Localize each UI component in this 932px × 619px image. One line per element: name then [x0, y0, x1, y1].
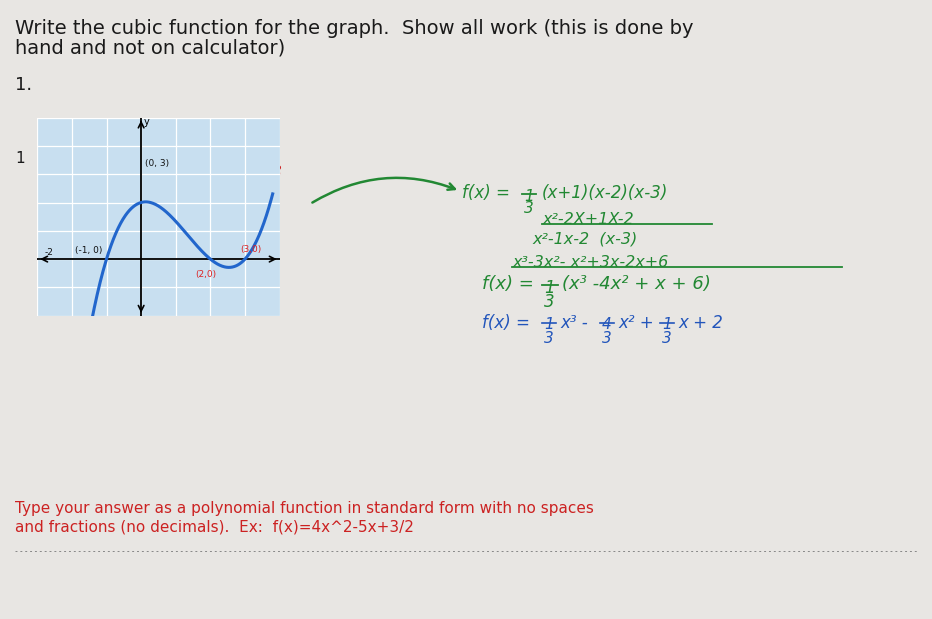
Text: 3: 3	[662, 331, 672, 346]
Text: ·: ·	[105, 241, 111, 259]
Text: x=2: x=2	[185, 164, 222, 182]
Text: 1: 1	[662, 317, 672, 332]
Text: and fractions (no decimals).  Ex:  f(x)=4x^2-5x+3/2: and fractions (no decimals). Ex: f(x)=4x…	[15, 519, 414, 534]
Text: (2,0): (2,0)	[195, 271, 216, 280]
Text: 6: 6	[82, 254, 93, 272]
Text: x³ -: x³ -	[560, 314, 588, 332]
Text: x²-1x-2  (x-3): x²-1x-2 (x-3)	[532, 231, 637, 246]
Text: (0, 3): (0, 3)	[144, 158, 169, 168]
Text: y: y	[144, 117, 150, 127]
Text: 1: 1	[82, 284, 93, 302]
Text: = a: = a	[105, 286, 137, 304]
Text: 6: 6	[124, 254, 135, 272]
Text: (x³ -4x² + x + 6): (x³ -4x² + x + 6)	[562, 275, 711, 293]
Text: -2: -2	[44, 248, 53, 257]
Text: 1.: 1.	[15, 76, 32, 94]
Text: (x+1)(x-2)(x-3): (x+1)(x-2)(x-3)	[542, 184, 668, 202]
Text: 6a: 6a	[120, 241, 143, 259]
Text: 3: 3	[82, 241, 93, 259]
Text: hand and not on calculator): hand and not on calculator)	[15, 39, 285, 58]
Text: 1: 1	[544, 317, 554, 332]
Text: x=-1: x=-1	[60, 164, 103, 182]
Text: 3: 3	[602, 331, 611, 346]
Text: (x+1)(x-2)(x-3): (x+1)(x-2)(x-3)	[80, 191, 216, 209]
Text: 1: 1	[15, 151, 24, 166]
Text: x² +: x² +	[618, 314, 653, 332]
Text: 3: 3	[544, 331, 554, 346]
Text: a   (1)    (-2)    (-3): a (1) (-2) (-3)	[80, 216, 244, 234]
Text: (-1, 0): (-1, 0)	[75, 246, 103, 256]
Text: 1: 1	[544, 279, 555, 297]
Text: (3,0): (3,0)	[240, 245, 261, 254]
Text: 3: 3	[82, 297, 93, 315]
Text: f(x) =: f(x) =	[462, 184, 510, 202]
Text: 1: 1	[524, 189, 534, 204]
Text: Type your answer as a polynomial function in standard form with no spaces: Type your answer as a polynomial functio…	[15, 501, 594, 516]
Text: f(x) =: f(x) =	[482, 314, 530, 332]
Text: x²-2X+1X-2: x²-2X+1X-2	[542, 212, 634, 227]
Text: x³-3x²- x²+3x-2x+6: x³-3x²- x²+3x-2x+6	[512, 255, 668, 270]
Text: 3: 3	[544, 293, 555, 311]
FancyArrowPatch shape	[312, 178, 455, 202]
Text: Write the cubic function for the graph.  Show all work (this is done by: Write the cubic function for the graph. …	[15, 19, 693, 38]
Text: x + 2: x + 2	[678, 314, 723, 332]
Text: 3: 3	[524, 201, 534, 216]
Text: 4: 4	[602, 317, 611, 332]
Text: x=3: x=3	[245, 164, 282, 182]
Text: f(x) =: f(x) =	[482, 275, 534, 293]
Text: y=3: y=3	[130, 164, 167, 182]
